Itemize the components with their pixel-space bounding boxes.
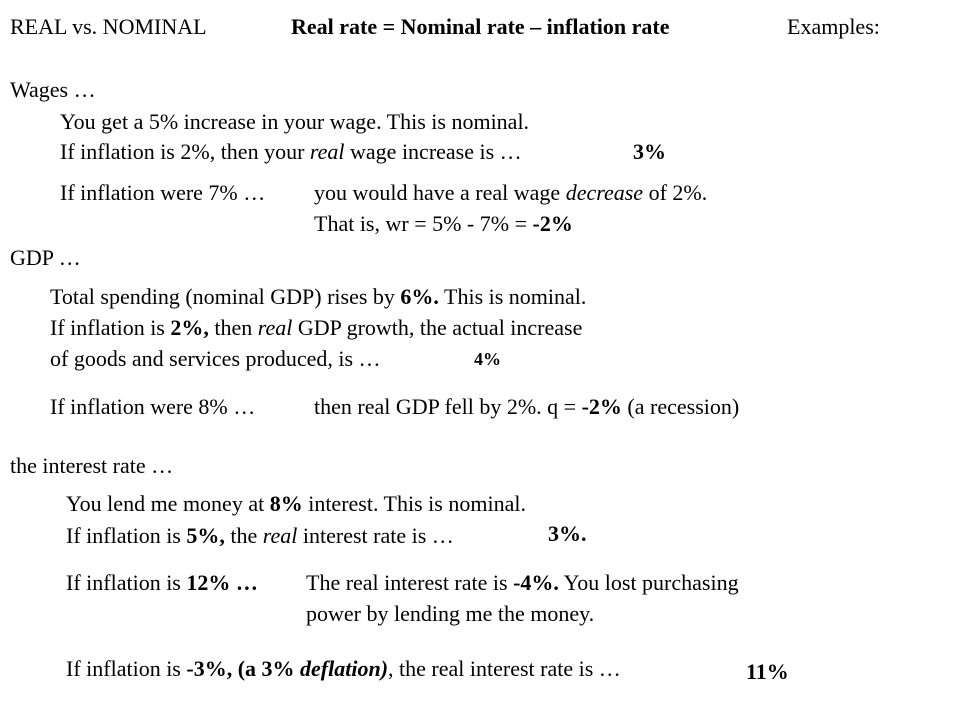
wages-line-4-a: That is, wr = 5% - 7% =	[314, 211, 533, 236]
gdp-line-1-b: This is nominal.	[438, 284, 587, 309]
interest-line-5-deflation: deflation)	[300, 656, 389, 681]
interest-line-5-answer: -3%, (a 3%	[186, 656, 301, 681]
interest-line-2: If inflation is 5%, the real interest ra…	[66, 523, 454, 549]
wages-line-3-decrease: decrease	[565, 180, 644, 205]
interest-line-4: power by lending me the money.	[306, 601, 595, 626]
wages-line-2-real: real	[309, 139, 345, 164]
gdp-line-1-answer: 6%.	[400, 284, 439, 309]
interest-answer: 3%.	[548, 521, 587, 546]
interest-line-1: You lend me money at 8% interest. This i…	[66, 491, 526, 517]
wages-line-2-b: wage increase is …	[344, 139, 522, 164]
gdp-line-4: then real GDP fell by 2%. q = -2% (a rec…	[314, 394, 739, 420]
gdp-line-2: If inflation is 2%, then real GDP growth…	[50, 315, 582, 341]
interest-heading: the interest rate …	[10, 453, 174, 478]
interest-line-1-b: interest. This is nominal.	[302, 491, 526, 516]
interest-line-5-b: , the real interest rate is …	[388, 656, 621, 681]
wages-line-1: You get a 5% increase in your wage. This…	[60, 109, 530, 134]
interest-line-3-lead: If inflation is 12% …	[66, 570, 258, 596]
interest-line-1-a: You lend me money at	[66, 491, 270, 516]
interest-line-3-b: The real interest rate is	[306, 570, 514, 595]
wages-line-4: That is, wr = 5% - 7% = -2%	[314, 211, 573, 237]
interest-line-2-a: If inflation is	[66, 523, 187, 548]
interest-line-2-b: the	[224, 523, 263, 548]
interest-line-2-c: interest rate is …	[297, 523, 454, 548]
gdp-line-1-a: Total spending (nominal GDP) rises by	[50, 284, 401, 309]
gdp-line-4-answer: -2%	[581, 394, 622, 419]
gdp-line-3: of goods and services produced, is …	[50, 346, 381, 371]
gdp-line-2-a: If inflation is	[50, 315, 171, 340]
interest-line-5-a: If inflation is	[66, 656, 187, 681]
gdp-line-2-answer: 2%,	[170, 315, 209, 340]
wages-line-2: If inflation is 2%, then your real wage …	[60, 139, 522, 165]
examples-label: Examples:	[787, 14, 880, 39]
gdp-line-4-lead: If inflation were 8% …	[50, 394, 256, 419]
gdp-line-2-b: then	[208, 315, 258, 340]
wages-line-4-answer: -2%	[532, 211, 573, 236]
wages-line-3: you would have a real wage decrease of 2…	[314, 180, 707, 206]
wages-line-2-a: If inflation is 2%, then your	[60, 139, 310, 164]
interest-line-2-answer: 5%,	[186, 523, 225, 548]
gdp-line-1: Total spending (nominal GDP) rises by 6%…	[50, 284, 586, 310]
wages-heading: Wages …	[10, 77, 96, 102]
interest-line-1-answer: 8%	[269, 491, 303, 516]
interest-line-3-answer-2: -4%.	[513, 570, 559, 595]
gdp-line-4-b: (a recession)	[621, 394, 740, 419]
interest-line-3-answer: 12% …	[186, 570, 258, 595]
formula-heading: Real rate = Nominal rate – inflation rat…	[291, 14, 670, 39]
wages-line-3-a: you would have a real wage	[314, 180, 566, 205]
interest-line-5: If inflation is -3%, (a 3% deflation), t…	[66, 656, 621, 682]
gdp-line-4-a: then real GDP fell by 2%. q =	[314, 394, 582, 419]
gdp-heading: GDP …	[10, 245, 81, 270]
wages-answer-1: 3%	[633, 139, 666, 164]
interest-line-3-c: You lost purchasing	[558, 570, 739, 595]
wages-line-3-b: of 2%.	[643, 180, 708, 205]
interest-line-2-real: real	[262, 523, 298, 548]
wages-line-3-lead: If inflation were 7% …	[60, 180, 266, 205]
interest-line-3: The real interest rate is -4%. You lost …	[306, 570, 739, 596]
interest-answer-2: 11%	[746, 659, 789, 684]
gdp-line-2-real: real	[257, 315, 293, 340]
page-title: REAL vs. NOMINAL	[10, 14, 207, 39]
gdp-line-2-c: GDP growth, the actual increase	[292, 315, 583, 340]
gdp-answer: 4%	[474, 349, 501, 369]
interest-line-3-a: If inflation is	[66, 570, 187, 595]
